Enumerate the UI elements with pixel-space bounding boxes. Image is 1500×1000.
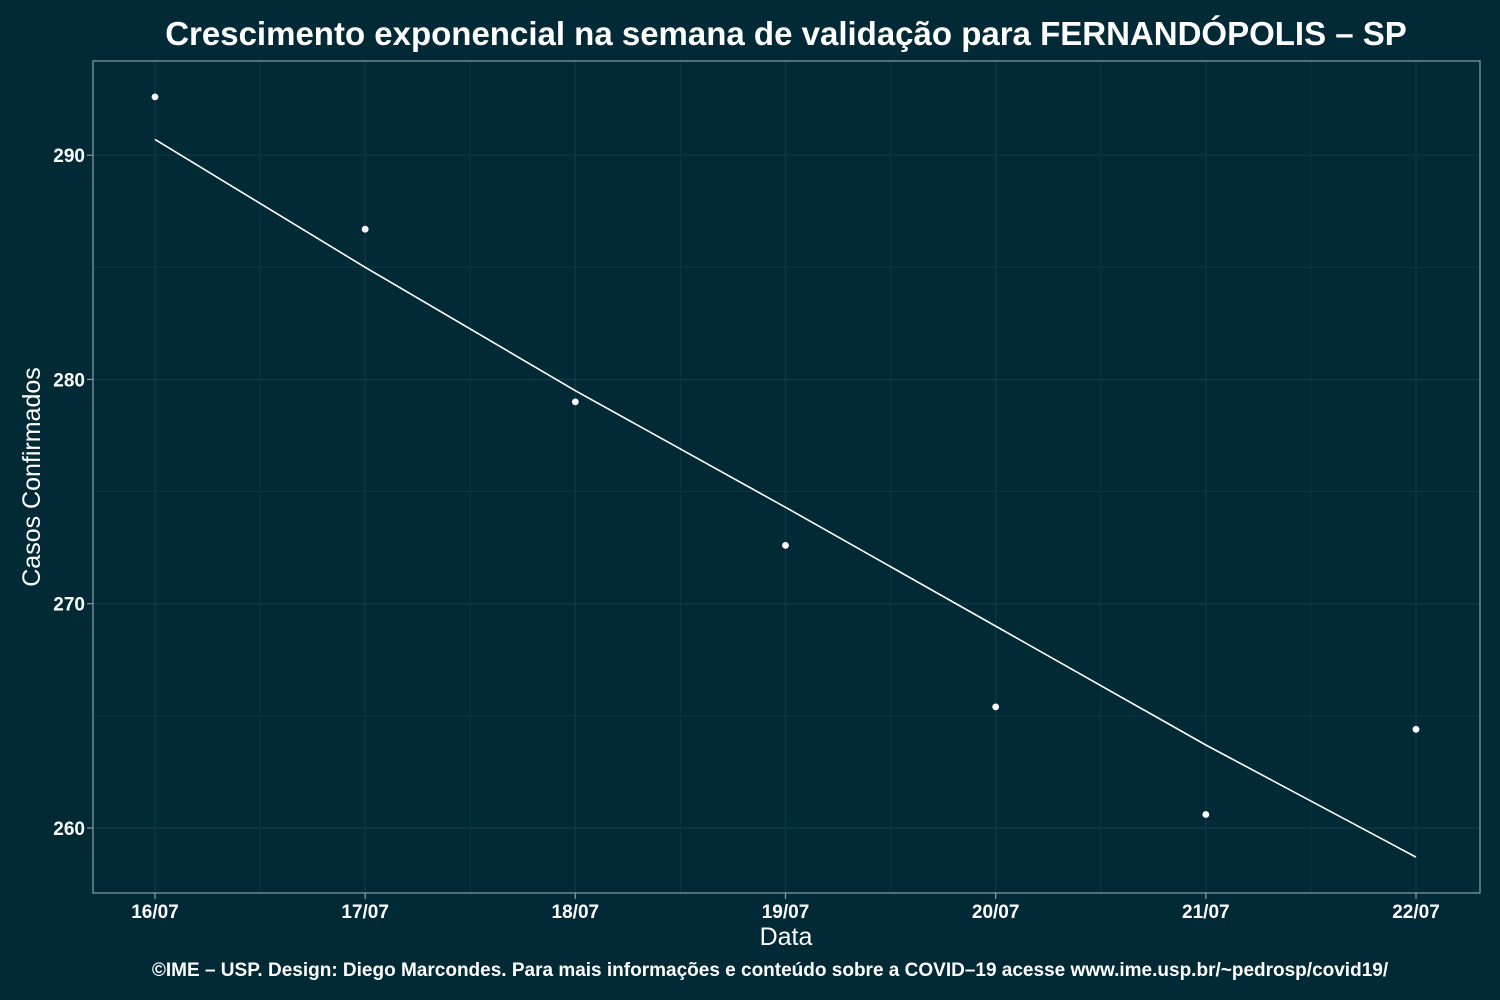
y-axis-title: Casos Confirmados — [18, 367, 46, 587]
marks-layer — [151, 93, 1420, 858]
y-tick-label: 260 — [53, 819, 85, 840]
y-tick-label: 290 — [53, 146, 85, 167]
data-point — [1202, 811, 1210, 818]
x-tick-label: 17/07 — [341, 902, 389, 923]
x-tick-label: 19/07 — [762, 902, 810, 923]
x-tick-label: 22/07 — [1392, 902, 1440, 923]
data-point — [151, 93, 159, 101]
data-point — [992, 703, 1000, 711]
x-tick-label: 16/07 — [131, 902, 179, 923]
x-tick-label: 20/07 — [972, 902, 1020, 923]
y-tick-label: 270 — [53, 595, 85, 616]
x-axis-title: Data — [760, 923, 813, 951]
chart-title: Crescimento exponencial na semana de val… — [165, 15, 1407, 52]
data-point — [1412, 725, 1420, 733]
trend-line — [154, 138, 1417, 858]
axis-layer: 16/07 17/07 18/07 19/07 20/07 21/07 22/07 260 27… — [53, 146, 1439, 923]
chart-caption: ©IME – USP. Design: Diego Marcondes. Par… — [152, 960, 1389, 981]
grid-layer — [93, 61, 1480, 893]
x-tick-label: 21/07 — [1182, 902, 1230, 923]
y-tick-label: 280 — [53, 370, 85, 391]
x-tick-label: 18/07 — [552, 902, 600, 923]
plot-frame — [92, 60, 1481, 894]
data-point — [571, 398, 579, 406]
data-point — [361, 225, 369, 233]
data-point — [782, 541, 789, 549]
